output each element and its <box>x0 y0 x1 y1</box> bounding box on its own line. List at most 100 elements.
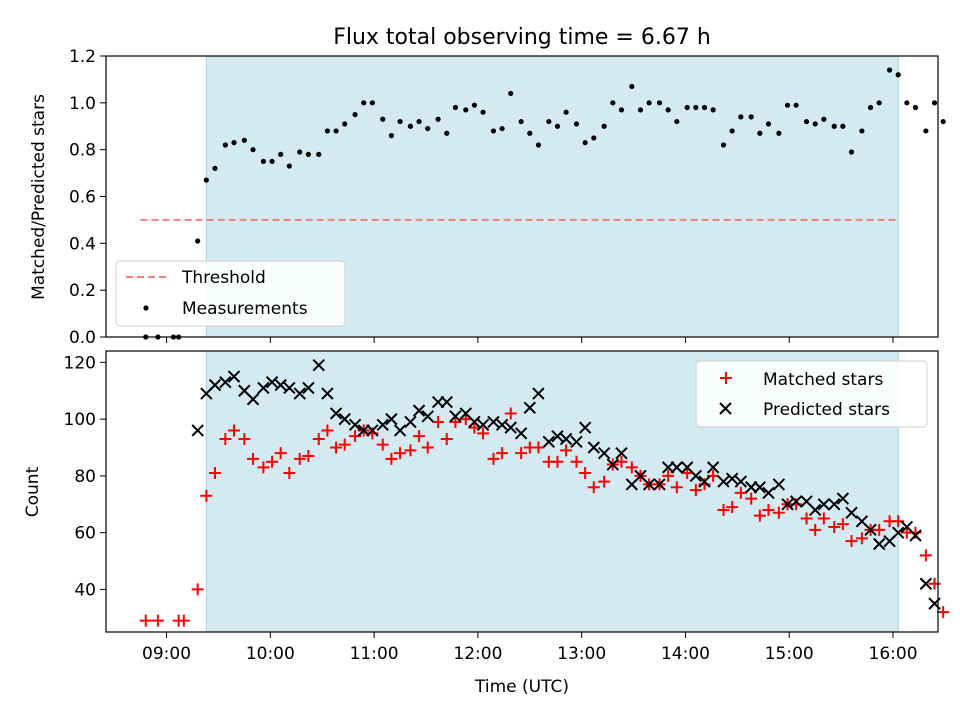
measurement-point <box>535 142 542 148</box>
predicted-star-point <box>559 432 573 446</box>
measurement-point <box>840 123 846 129</box>
ratio-ytick-label: 0.6 <box>69 188 96 208</box>
ratio-ytick-label: 0.8 <box>69 141 96 161</box>
measurement-point <box>260 158 267 164</box>
matched-star-point <box>247 452 260 465</box>
matched-star-point <box>208 467 221 480</box>
matched-star-point <box>809 523 822 536</box>
ratio-ytick-label: 1.2 <box>69 47 96 67</box>
count-panel: 40 60 80 100 120 09:00 10:00 11:00 12:00 13:00 14:… <box>23 350 950 697</box>
count-panel-ylabel: Count <box>23 466 43 517</box>
count-panel-legend: Matched stars Predicted stars <box>695 360 928 428</box>
matched-legend-marker <box>720 372 732 384</box>
matched-star-point <box>579 467 592 480</box>
measurement-point <box>848 149 855 155</box>
predicted-star-point <box>551 429 564 443</box>
matched-star-point <box>312 432 325 445</box>
measurement-point <box>297 149 303 155</box>
measurement-point <box>490 128 497 134</box>
measurement-point <box>499 125 505 132</box>
matched-star-point <box>734 486 747 499</box>
measurement-point <box>333 128 339 134</box>
measurement-point <box>831 123 837 129</box>
predicted-star-point <box>257 381 270 395</box>
xtick-label: 13:00 <box>557 644 606 664</box>
predicted-star-point <box>872 537 886 551</box>
measurement-point <box>361 100 367 106</box>
matched-star-point <box>532 441 545 454</box>
predicted-star-point <box>753 481 767 494</box>
predicted-star-point <box>376 418 389 432</box>
measurement-point <box>388 133 395 139</box>
matched-star-point <box>828 520 841 533</box>
measurement-point <box>269 158 275 164</box>
matched-star-point <box>330 441 343 454</box>
measurement-point <box>784 102 791 108</box>
matched-star-point <box>151 614 164 627</box>
predicted-star-point <box>227 370 241 383</box>
predicted-star-point <box>892 526 905 539</box>
measurement-point <box>342 121 348 127</box>
measurement-point <box>563 109 569 115</box>
measurement-point <box>518 118 524 125</box>
matched-star-point <box>487 452 500 465</box>
matched-star-point <box>662 469 675 482</box>
count-legend-box <box>695 360 928 428</box>
predicted-star-point <box>348 418 362 432</box>
xtick-label: 15:00 <box>765 644 814 664</box>
predicted-star-point <box>283 381 296 395</box>
predicted-star-point <box>385 412 398 426</box>
measurement-point <box>637 107 644 113</box>
predicted-star-point <box>909 529 922 542</box>
predicted-star-point <box>845 506 858 519</box>
matched-star-point <box>177 614 190 627</box>
predicted-star-point <box>606 458 620 471</box>
measurement-point <box>452 104 459 111</box>
xtick-label: 09:00 <box>142 644 191 664</box>
predicted-star-point <box>476 418 490 432</box>
measurement-point <box>195 238 201 244</box>
matched-star-point <box>772 506 785 519</box>
count-ytick-label: 40 <box>74 580 96 600</box>
predicted-star-point <box>487 415 500 429</box>
matched-star-point <box>477 427 490 440</box>
predicted-star-point <box>265 376 279 389</box>
measurement-point <box>776 130 782 136</box>
measurement-point <box>444 130 450 136</box>
matched-star-point <box>200 489 213 502</box>
measurement-point <box>940 118 946 125</box>
predicted-star-point <box>246 393 260 406</box>
ratio-panel: 0.0 0.2 0.4 0.6 0.8 1.0 1.2 Matched/Predicted … <box>29 47 946 348</box>
matched-star-point <box>836 518 849 531</box>
predicted-star-point <box>670 461 684 474</box>
predicted-star-point <box>219 376 232 389</box>
predicted-star-point <box>597 446 611 460</box>
matched-star-point <box>587 481 600 494</box>
ratio-panel-legend: Threshold Measurements <box>115 260 346 327</box>
measurement-point <box>867 104 874 111</box>
measurement-point <box>674 118 680 125</box>
measurement-point <box>278 151 284 157</box>
count-ytick-label: 100 <box>64 410 96 430</box>
measurement-point <box>582 140 588 146</box>
measurement-point <box>508 90 514 97</box>
matched-star-point <box>302 450 315 463</box>
measurement-point <box>701 104 708 111</box>
matched-star-point <box>717 503 730 516</box>
predicted-star-point <box>440 395 453 409</box>
measurement-point <box>352 111 358 118</box>
matched-star-point <box>800 512 813 525</box>
ratio-panel-axes: 0.0 0.2 0.4 0.6 0.8 1.0 1.2 <box>69 47 894 348</box>
predicted-star-point <box>274 378 287 392</box>
predicted-star-point <box>338 412 351 426</box>
matched-star-point <box>376 438 389 451</box>
matched-star-point <box>404 444 417 457</box>
matched-star-point <box>873 523 886 536</box>
predicted-star-point <box>523 401 536 414</box>
measurement-point <box>573 121 580 127</box>
measurement-point <box>480 109 486 115</box>
predicted-star-point <box>587 441 600 454</box>
predicted-star-point <box>828 498 841 511</box>
predicted-star-point <box>312 358 325 372</box>
measurement-point <box>435 116 441 122</box>
